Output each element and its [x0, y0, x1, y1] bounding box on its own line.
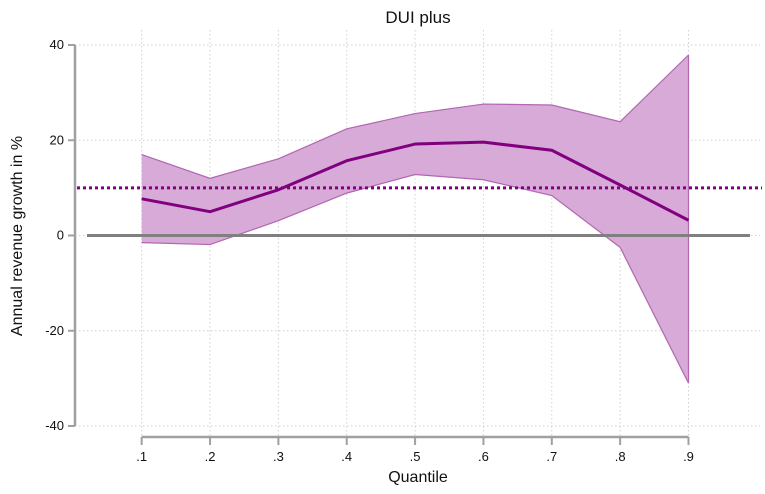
- x-tick-label: .6: [478, 449, 489, 464]
- x-tick-label: .2: [205, 449, 216, 464]
- y-axis-title: Annual revenue growth in %: [9, 136, 26, 336]
- x-axis-title: Quantile: [388, 469, 448, 486]
- axis-layer: -40 -20 0 20 40 .1 .2 .3 .4 .5 .6 .7 .8 .9: [45, 37, 694, 464]
- y-tick-label: -40: [45, 418, 64, 433]
- chart-title: DUI plus: [385, 8, 450, 27]
- x-tick-label: .4: [341, 449, 352, 464]
- x-tick-label: .3: [273, 449, 284, 464]
- x-tick-label: .9: [683, 449, 694, 464]
- x-tick-label: .7: [546, 449, 557, 464]
- y-tick-label: 0: [57, 228, 64, 243]
- x-tick-label: .8: [615, 449, 626, 464]
- y-tick-label: 20: [50, 132, 64, 147]
- y-tick-label: -20: [45, 323, 64, 338]
- x-tick-label: .1: [136, 449, 147, 464]
- y-tick-label: 40: [50, 37, 64, 52]
- x-tick-label: .5: [410, 449, 421, 464]
